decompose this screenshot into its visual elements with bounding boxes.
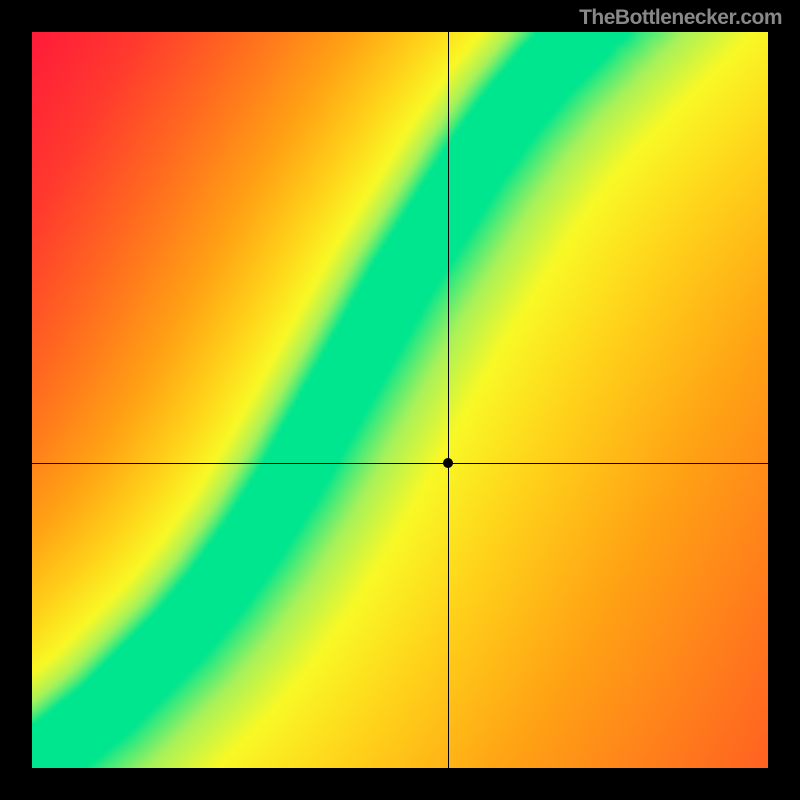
- bottleneck-heatmap-canvas: [32, 32, 768, 768]
- crosshair-vertical: [448, 32, 449, 768]
- heatmap-plot-area: [32, 32, 768, 768]
- watermark-text: TheBottlenecker.com: [579, 6, 782, 30]
- selected-point-marker: [443, 458, 453, 468]
- crosshair-horizontal: [32, 463, 768, 464]
